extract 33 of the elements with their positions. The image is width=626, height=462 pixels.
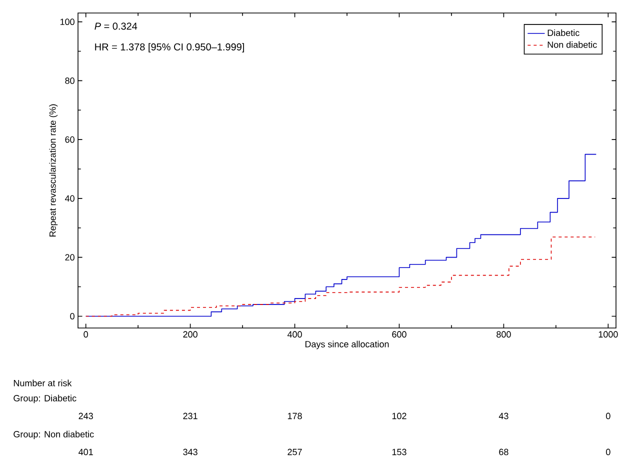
y-tick-label: 0: [70, 313, 74, 320]
text: 68: [499, 448, 508, 456]
y-tick-label: 40: [65, 195, 74, 202]
text: Number at risk: [14, 380, 72, 386]
text: 0: [606, 448, 610, 456]
y-tick-label: 20: [65, 254, 74, 261]
x-tick-label: 0: [84, 331, 88, 338]
text: 153: [392, 448, 406, 456]
text: 231: [183, 412, 198, 420]
x-tick-label: 400: [287, 331, 302, 338]
annotation: P = 0.324: [94, 22, 138, 30]
y-tick-label: 60: [65, 136, 74, 143]
text: Group: Diabetic: [14, 394, 76, 404]
legend-label: Non diabetic: [548, 41, 597, 48]
x-tick-label: 600: [392, 331, 406, 338]
text: 343: [183, 448, 198, 456]
text: 243: [78, 412, 93, 420]
text: 102: [392, 412, 406, 420]
y-tick-label: 80: [65, 78, 74, 84]
y-axis-title: Repeat revascularization rate (%): [49, 104, 58, 237]
text: 178: [288, 412, 302, 420]
text: Group: Non diabetic: [14, 430, 94, 440]
x-tick-label: 1000: [598, 331, 618, 338]
y-tick-label: 100: [60, 18, 74, 26]
text: 43: [498, 412, 508, 420]
text: 257: [288, 448, 302, 456]
annotation: HR = 1.378 [95% CI 0.950–1.999]: [95, 43, 244, 52]
text: 401: [78, 448, 93, 456]
x-tick-label: 200: [183, 331, 198, 338]
x-tick-label: 800: [496, 331, 511, 338]
text: 0: [606, 412, 610, 420]
x-axis-title: Days since allocation: [305, 340, 389, 350]
legend-label: Diabetic: [548, 29, 580, 36]
